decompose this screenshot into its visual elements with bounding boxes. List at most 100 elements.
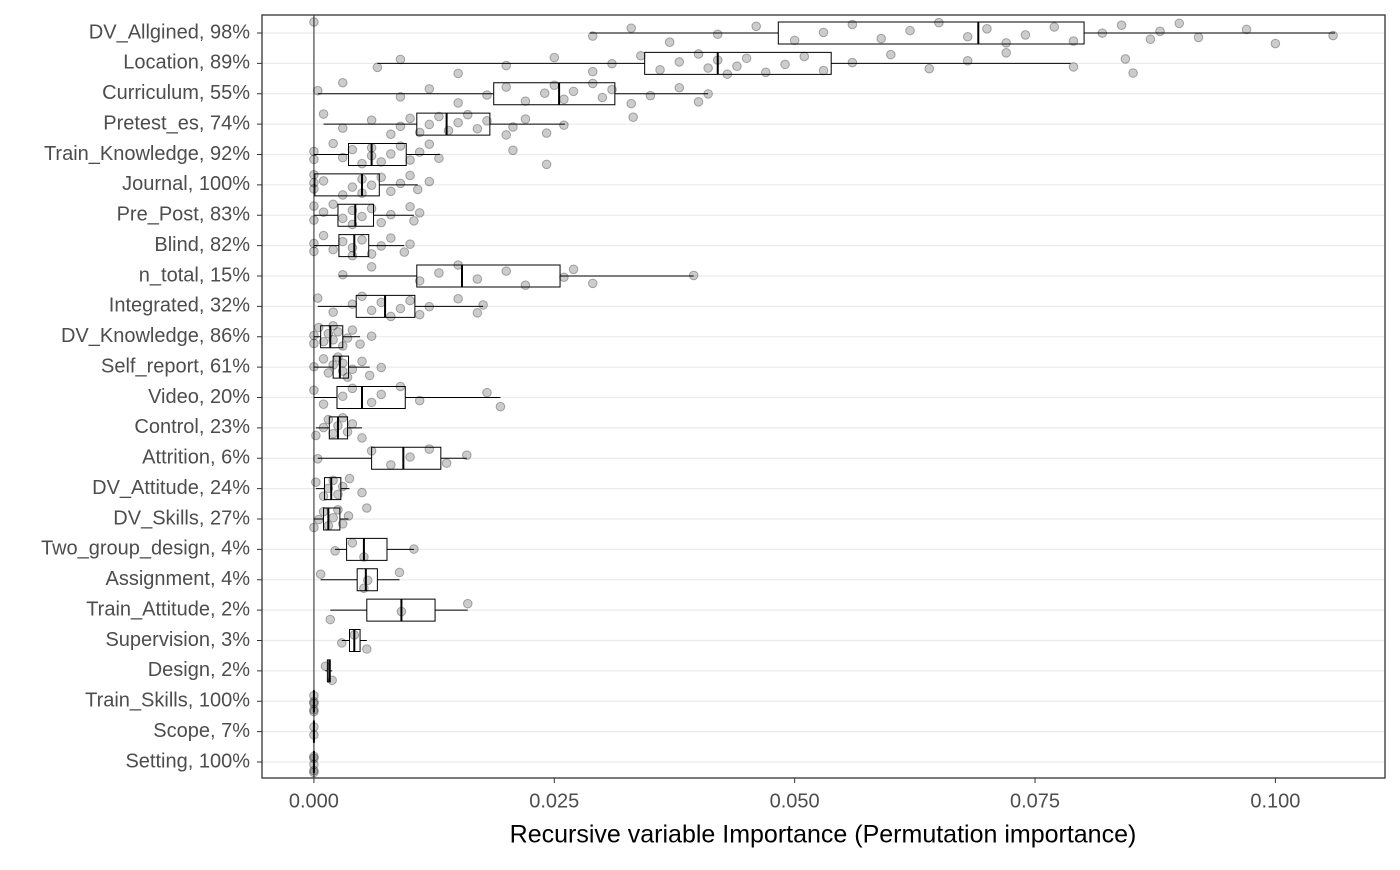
- point: [373, 63, 382, 72]
- point: [348, 420, 357, 429]
- point: [387, 187, 396, 196]
- point: [358, 159, 367, 168]
- point: [569, 87, 578, 96]
- point: [1242, 25, 1251, 34]
- point: [704, 64, 713, 73]
- point: [521, 97, 530, 106]
- point: [387, 210, 396, 219]
- point: [762, 68, 771, 77]
- point: [319, 355, 328, 364]
- point: [314, 323, 323, 332]
- point: [348, 145, 357, 154]
- y-tick-label: DV_Attitude, 24%: [92, 477, 250, 499]
- point: [521, 115, 530, 124]
- point: [356, 340, 365, 349]
- point: [413, 185, 422, 194]
- point: [329, 200, 338, 209]
- point: [588, 67, 597, 76]
- point: [425, 140, 434, 149]
- point: [406, 240, 415, 249]
- point: [963, 32, 972, 41]
- point: [310, 362, 319, 371]
- y-tick-label: Blind, 82%: [154, 234, 250, 256]
- point: [358, 175, 367, 184]
- point: [331, 547, 340, 556]
- point: [1002, 49, 1011, 58]
- y-tick-label: Train_Knowledge, 92%: [44, 143, 250, 165]
- point: [310, 723, 319, 732]
- point: [329, 476, 338, 485]
- y-tick-label: Control, 23%: [134, 416, 250, 438]
- point: [338, 392, 347, 401]
- point: [310, 202, 319, 211]
- point: [396, 93, 405, 102]
- point: [358, 357, 367, 366]
- point: [310, 147, 319, 156]
- point: [637, 51, 646, 60]
- point: [454, 69, 463, 78]
- point: [704, 90, 713, 99]
- point: [397, 607, 406, 616]
- point: [435, 269, 444, 278]
- y-tick-label: Pre_Post, 83%: [117, 204, 251, 226]
- point: [343, 373, 352, 382]
- x-tick-label: 0.000: [289, 790, 339, 812]
- point: [425, 85, 434, 94]
- point: [454, 99, 463, 108]
- point: [406, 114, 415, 123]
- point: [425, 177, 434, 186]
- point: [387, 234, 396, 243]
- point: [319, 507, 328, 516]
- point: [334, 490, 343, 499]
- point: [588, 279, 597, 288]
- point: [800, 52, 809, 61]
- point: [627, 99, 636, 108]
- point: [334, 506, 343, 515]
- y-tick-label: Assignment, 4%: [105, 568, 250, 590]
- point: [877, 34, 886, 43]
- point: [316, 570, 325, 579]
- point: [310, 698, 319, 707]
- y-tick-label: Design, 2%: [148, 659, 250, 681]
- point: [473, 124, 482, 133]
- point: [338, 78, 347, 87]
- point: [1194, 33, 1203, 42]
- point: [675, 58, 684, 67]
- point: [367, 181, 376, 190]
- point: [483, 388, 492, 397]
- point: [483, 117, 492, 126]
- y-tick-label: Attrition, 6%: [142, 447, 250, 469]
- point: [410, 217, 419, 226]
- point: [312, 478, 321, 487]
- point: [483, 91, 492, 100]
- point: [560, 273, 569, 282]
- point: [329, 336, 338, 345]
- point: [752, 22, 761, 31]
- point: [310, 766, 319, 775]
- point: [396, 122, 405, 131]
- point: [367, 263, 376, 272]
- point: [334, 421, 343, 430]
- point: [689, 271, 698, 280]
- point: [733, 62, 742, 71]
- point: [560, 95, 569, 104]
- y-tick-label: Journal, 100%: [122, 173, 250, 195]
- point: [338, 520, 347, 529]
- point: [406, 156, 415, 165]
- x-tick-label: 0.075: [1010, 790, 1060, 812]
- y-tick-label: DV_Skills, 27%: [113, 507, 250, 529]
- point: [363, 504, 372, 513]
- point: [348, 384, 357, 393]
- x-tick-label: 0.100: [1250, 790, 1300, 812]
- point: [348, 183, 357, 192]
- point: [406, 171, 415, 180]
- point: [312, 431, 321, 440]
- point: [350, 631, 359, 640]
- point: [313, 86, 322, 95]
- point: [310, 155, 319, 164]
- point: [444, 126, 453, 135]
- x-tick-label: 0.025: [529, 790, 579, 812]
- point: [415, 310, 424, 319]
- point: [321, 662, 330, 671]
- point: [338, 214, 347, 223]
